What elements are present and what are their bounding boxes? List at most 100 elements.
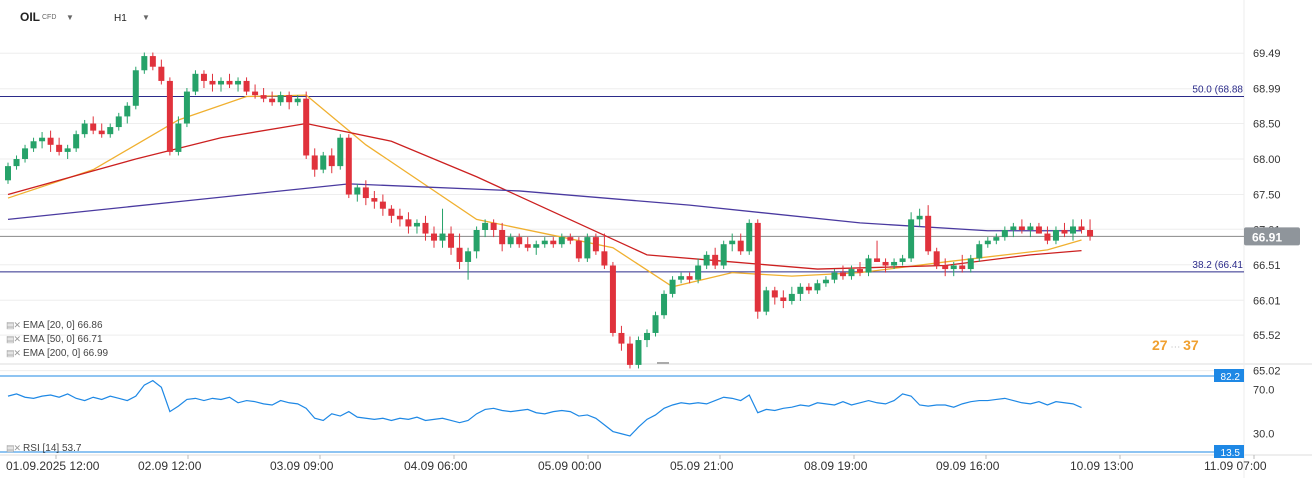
candle[interactable]	[124, 105, 131, 117]
candle[interactable]	[644, 332, 650, 341]
candle[interactable]	[967, 258, 974, 270]
candle[interactable]	[729, 240, 736, 245]
candle[interactable]	[490, 222, 497, 231]
candle[interactable]	[1070, 226, 1076, 234]
candle[interactable]	[959, 265, 966, 270]
candle[interactable]	[320, 155, 327, 170]
candle[interactable]	[149, 56, 156, 67]
candle[interactable]	[362, 187, 369, 199]
candle[interactable]	[379, 201, 386, 209]
candle[interactable]	[1018, 226, 1025, 231]
symbol-dropdown-icon[interactable]: ▼	[66, 13, 74, 22]
candle[interactable]	[737, 240, 744, 252]
candle[interactable]	[1087, 230, 1094, 237]
candle[interactable]	[5, 166, 11, 181]
candle[interactable]	[439, 233, 446, 241]
candle[interactable]	[107, 127, 114, 135]
candle[interactable]	[22, 148, 29, 160]
candle[interactable]	[891, 261, 898, 266]
candle[interactable]	[303, 98, 310, 156]
candle[interactable]	[388, 208, 395, 216]
candle[interactable]	[831, 272, 838, 280]
candle[interactable]	[482, 222, 489, 231]
candle[interactable]	[192, 73, 199, 92]
candle[interactable]	[771, 290, 778, 298]
candle[interactable]	[56, 144, 63, 152]
candle[interactable]	[882, 261, 889, 266]
candle[interactable]	[558, 237, 565, 245]
candle[interactable]	[916, 215, 923, 220]
candle[interactable]	[984, 240, 991, 245]
candle[interactable]	[47, 137, 54, 145]
candle[interactable]	[575, 240, 582, 259]
candle[interactable]	[993, 237, 1000, 241]
legend-rsi[interactable]: ▤✕ RSI [14] 53.7	[6, 443, 81, 454]
candle[interactable]	[371, 198, 378, 202]
candle[interactable]	[1044, 233, 1051, 241]
candle[interactable]	[1052, 230, 1059, 241]
candle[interactable]	[1001, 230, 1008, 238]
candle[interactable]	[541, 240, 548, 245]
candle[interactable]	[865, 258, 872, 273]
settings-icon[interactable]: ▤✕	[6, 348, 21, 358]
candle[interactable]	[422, 222, 429, 234]
symbol-label[interactable]: OIL	[20, 10, 40, 24]
candle[interactable]	[720, 244, 727, 266]
candle[interactable]	[746, 222, 753, 252]
candle[interactable]	[141, 56, 148, 71]
candle[interactable]	[712, 254, 719, 266]
candle[interactable]	[328, 155, 335, 167]
candle[interactable]	[908, 219, 915, 259]
candle[interactable]	[81, 123, 88, 135]
candle[interactable]	[166, 80, 173, 152]
settings-icon[interactable]: ▤✕	[6, 443, 21, 453]
candle[interactable]	[695, 265, 702, 280]
candle[interactable]	[73, 134, 80, 149]
candle[interactable]	[635, 340, 642, 365]
candle[interactable]	[39, 137, 46, 142]
candle[interactable]	[899, 258, 906, 262]
candle[interactable]	[175, 123, 182, 152]
candle[interactable]	[601, 251, 608, 266]
candle[interactable]	[1078, 226, 1085, 231]
candle[interactable]	[516, 237, 523, 245]
candle[interactable]	[13, 159, 20, 167]
candle[interactable]	[507, 237, 514, 245]
candle[interactable]	[260, 95, 267, 99]
candle[interactable]	[90, 123, 97, 131]
candle[interactable]	[218, 80, 224, 85]
candle[interactable]	[311, 155, 318, 170]
candle[interactable]	[252, 91, 259, 96]
timeframe-label[interactable]: H1	[114, 13, 127, 24]
candle[interactable]	[413, 222, 420, 227]
candle[interactable]	[209, 80, 216, 85]
candle[interactable]	[822, 279, 829, 284]
candle[interactable]	[584, 237, 591, 259]
candle[interactable]	[456, 247, 463, 262]
candle[interactable]	[933, 251, 940, 266]
candle[interactable]	[98, 130, 105, 135]
candle[interactable]	[618, 332, 625, 344]
candle[interactable]	[405, 219, 412, 227]
candle[interactable]	[235, 80, 242, 85]
candle[interactable]	[703, 254, 710, 266]
candle[interactable]	[950, 265, 957, 270]
candle[interactable]	[788, 293, 795, 302]
settings-icon[interactable]: ▤✕	[6, 334, 21, 344]
candle[interactable]	[226, 80, 233, 85]
candle[interactable]	[848, 269, 855, 277]
candle[interactable]	[183, 91, 190, 124]
candle[interactable]	[448, 233, 455, 248]
candle[interactable]	[661, 293, 668, 316]
candle[interactable]	[524, 244, 531, 248]
candle[interactable]	[925, 215, 932, 252]
candle[interactable]	[686, 276, 693, 280]
legend-ema20[interactable]: ▤✕ EMA [20, 0] 66.86	[6, 320, 103, 331]
candle[interactable]	[754, 222, 761, 312]
candle[interactable]	[780, 297, 787, 302]
candle[interactable]	[294, 98, 301, 103]
candle[interactable]	[30, 141, 37, 149]
candle[interactable]	[609, 265, 616, 333]
candle[interactable]	[669, 279, 676, 294]
